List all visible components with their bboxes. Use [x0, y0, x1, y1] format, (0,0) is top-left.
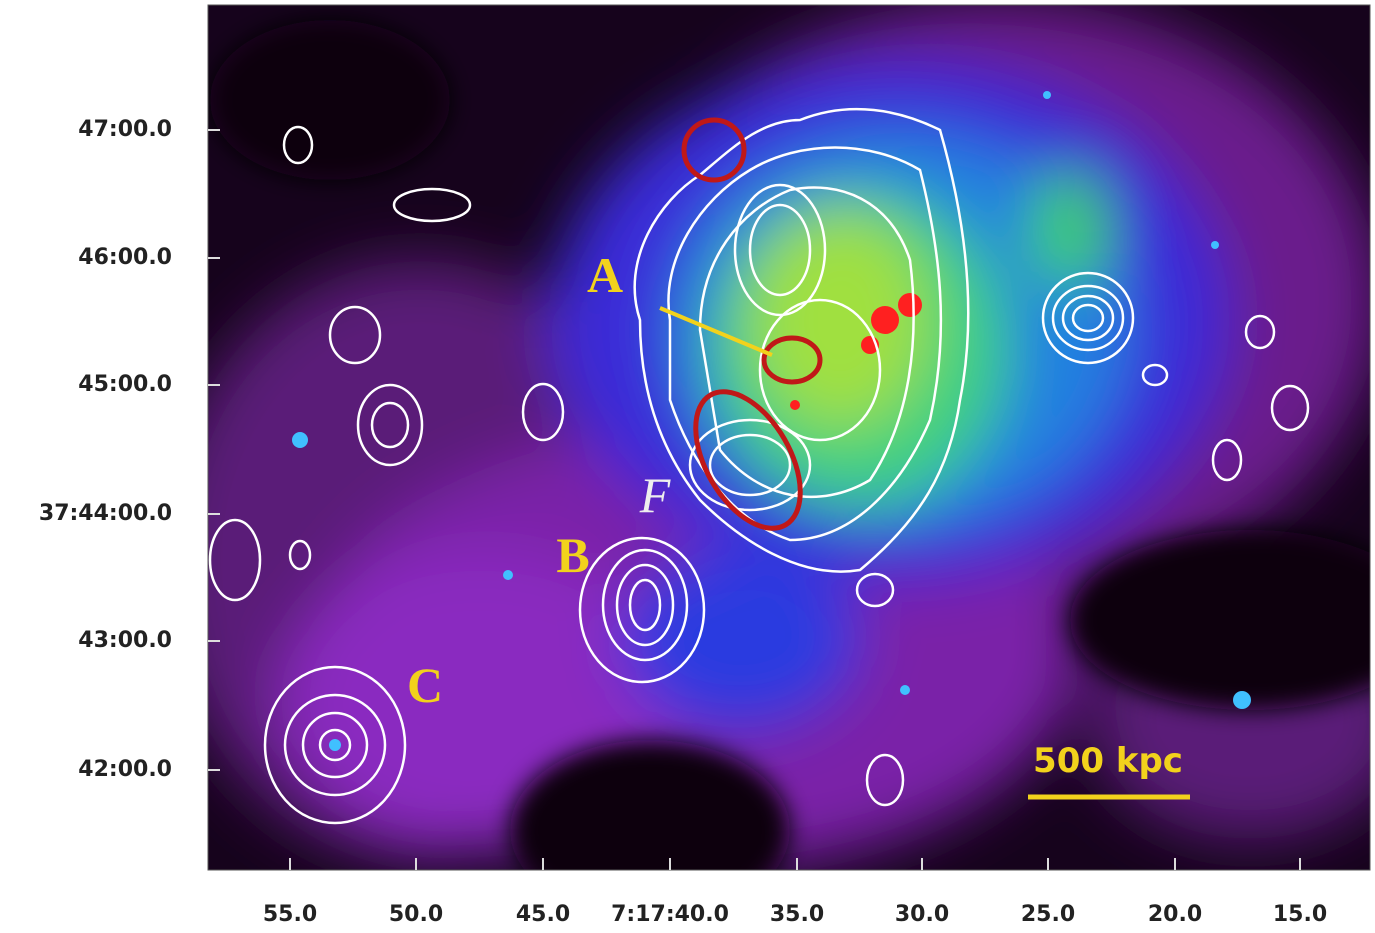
label-a: A: [587, 247, 623, 303]
figure: A B C F 500 kpc 47:00.0 46:00.0 45:00.0 37:…: [0, 0, 1375, 933]
y-tick-label: 37:44:00.0: [39, 501, 172, 526]
x-tick-label: 30.0: [895, 902, 949, 927]
x-tick-label: 7:17:40.0: [611, 902, 729, 927]
y-tick-label: 47:00.0: [78, 117, 172, 142]
y-tick-label: 43:00.0: [78, 628, 172, 653]
y-tick-label: 42:00.0: [78, 757, 172, 782]
sky-image: [160, 0, 1375, 920]
label-c: C: [407, 657, 443, 713]
x-tick-label: 15.0: [1273, 902, 1327, 927]
x-tick-label: 35.0: [770, 902, 824, 927]
x-tick-label: 55.0: [263, 902, 317, 927]
x-tick-label: 45.0: [516, 902, 570, 927]
x-tick-label: 20.0: [1148, 902, 1202, 927]
x-tick-label: 50.0: [389, 902, 443, 927]
scale-bar-label: 500 kpc: [1033, 741, 1183, 781]
y-tick-label: 45:00.0: [78, 372, 172, 397]
y-tick-label: 46:00.0: [78, 245, 172, 270]
label-b: B: [556, 527, 589, 583]
x-tick-label: 25.0: [1021, 902, 1075, 927]
label-f: F: [639, 467, 671, 523]
